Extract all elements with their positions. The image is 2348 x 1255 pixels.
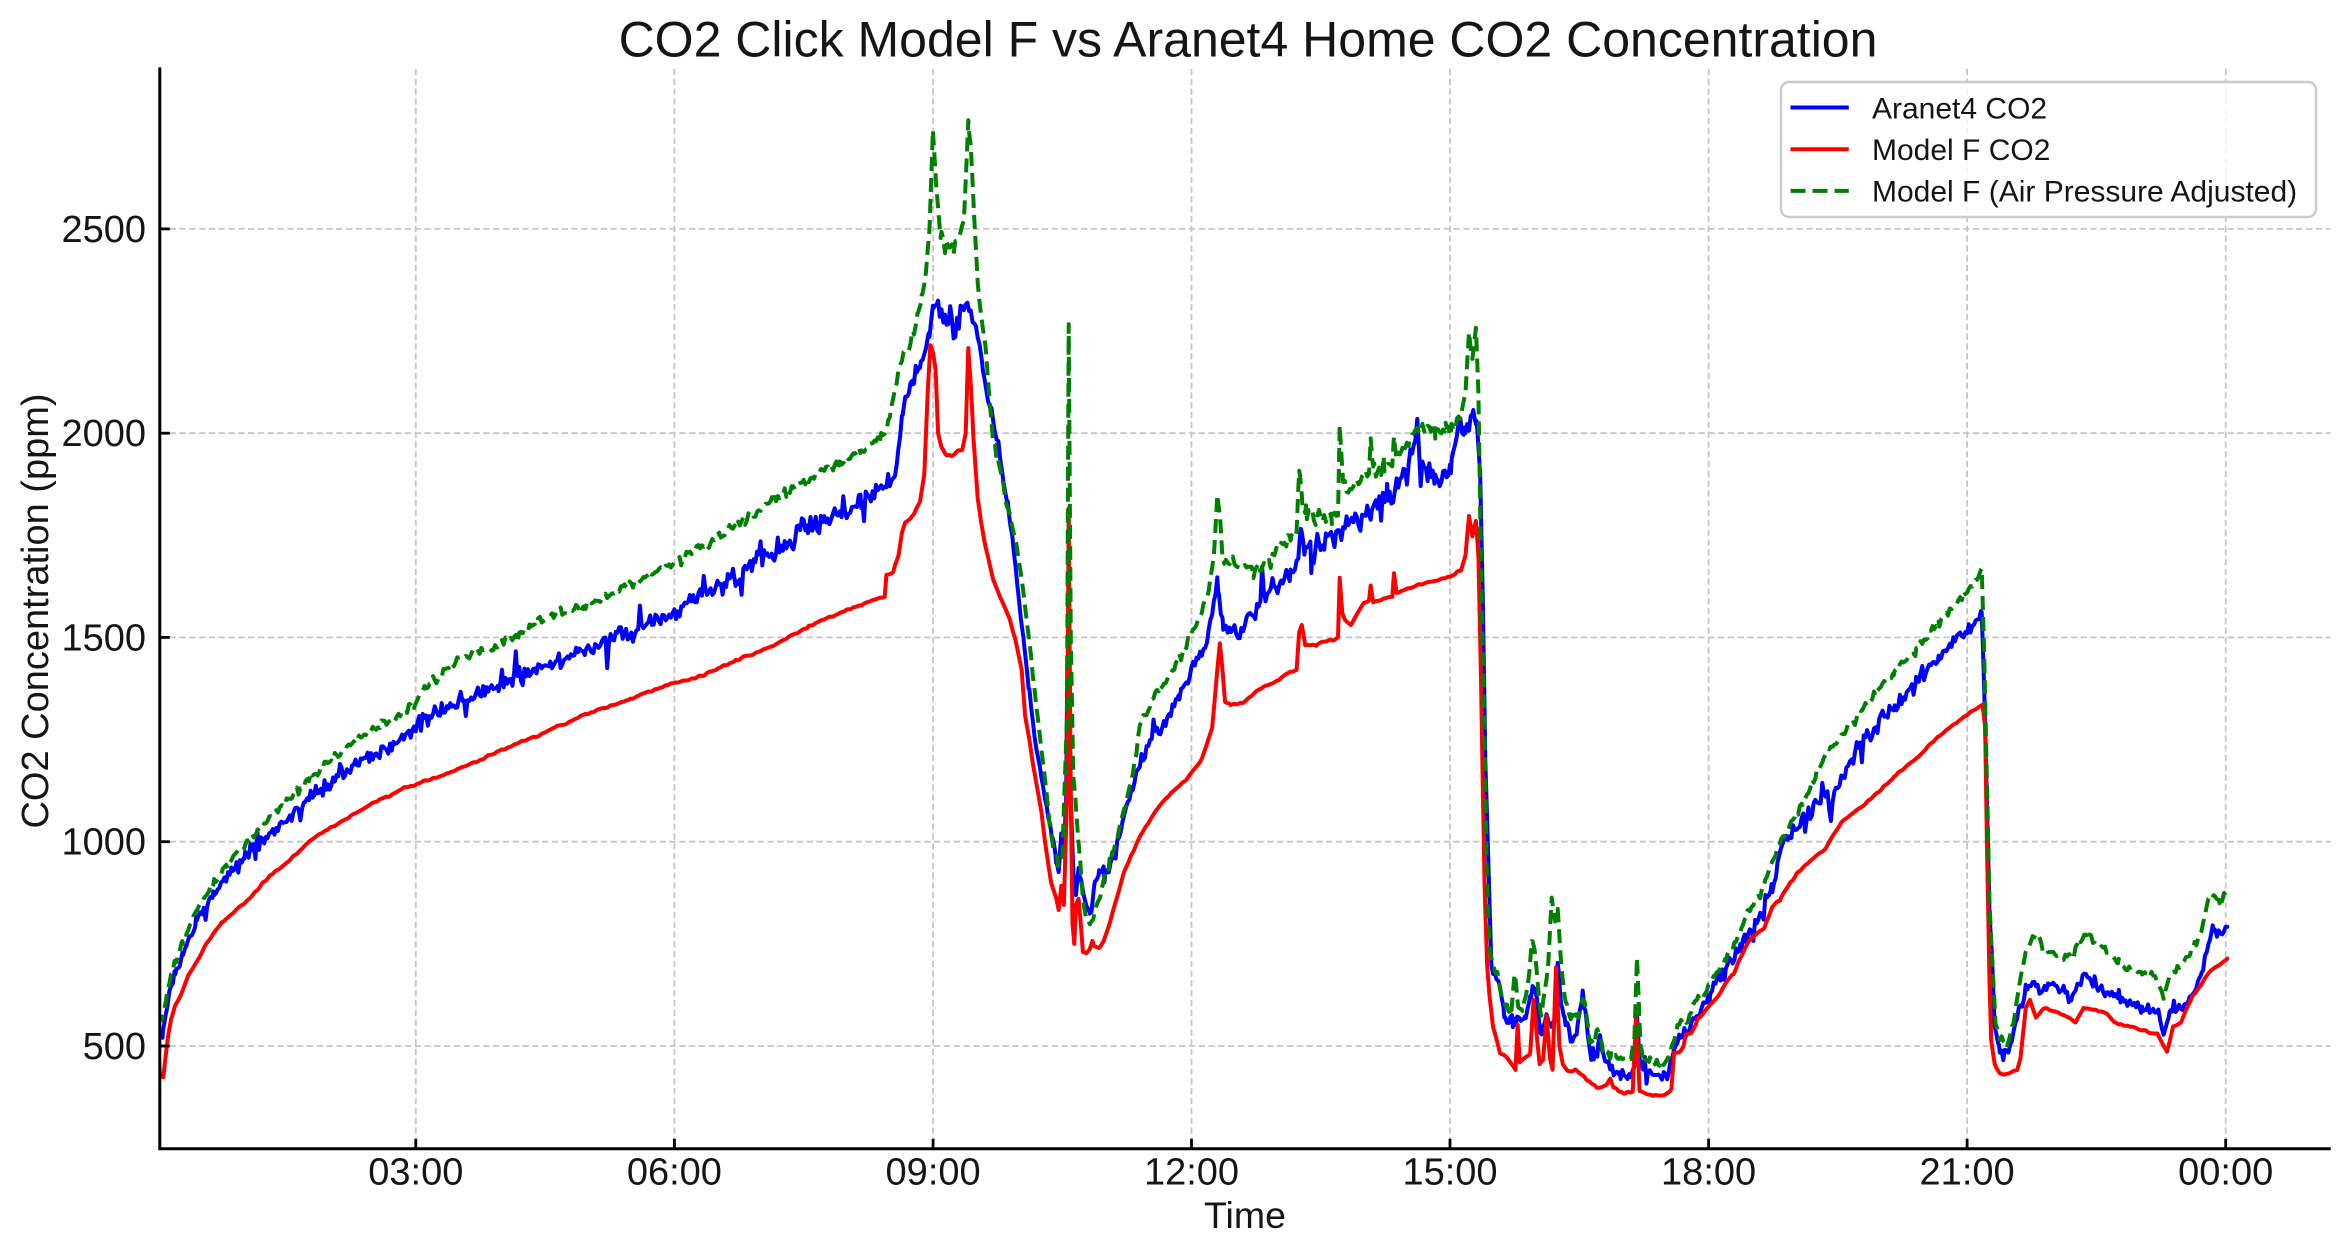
svg-text:CO2 Click Model F vs Aranet4 H: CO2 Click Model F vs Aranet4 Home CO2 Co…	[619, 12, 1878, 68]
svg-text:00:00: 00:00	[2178, 1152, 2273, 1194]
svg-text:06:00: 06:00	[627, 1152, 722, 1194]
svg-text:CO2 Concentration (ppm): CO2 Concentration (ppm)	[15, 393, 57, 828]
svg-text:Aranet4 CO2: Aranet4 CO2	[1872, 92, 2047, 125]
svg-text:09:00: 09:00	[886, 1152, 981, 1194]
svg-text:Model F (Air Pressure Adjusted: Model F (Air Pressure Adjusted)	[1872, 176, 2297, 209]
svg-text:12:00: 12:00	[1144, 1152, 1239, 1194]
svg-text:15:00: 15:00	[1402, 1152, 1497, 1194]
svg-text:21:00: 21:00	[1920, 1152, 2015, 1194]
svg-text:Time: Time	[1204, 1194, 1286, 1236]
svg-text:18:00: 18:00	[1661, 1152, 1756, 1194]
svg-text:500: 500	[83, 1026, 146, 1068]
svg-text:Model F CO2: Model F CO2	[1872, 134, 2050, 167]
svg-text:2000: 2000	[61, 413, 146, 455]
svg-text:03:00: 03:00	[368, 1152, 463, 1194]
svg-text:1500: 1500	[61, 617, 146, 659]
svg-text:2500: 2500	[61, 209, 146, 251]
svg-text:1000: 1000	[61, 822, 146, 864]
